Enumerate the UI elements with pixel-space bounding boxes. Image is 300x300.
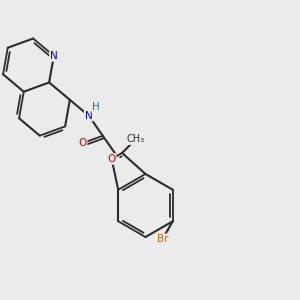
Text: CH₃: CH₃ (127, 134, 145, 144)
Text: O: O (107, 154, 116, 164)
Text: H: H (92, 102, 100, 112)
Text: Br: Br (157, 234, 168, 244)
Text: O: O (78, 138, 87, 148)
Text: N: N (85, 111, 92, 121)
Text: N: N (50, 51, 58, 61)
